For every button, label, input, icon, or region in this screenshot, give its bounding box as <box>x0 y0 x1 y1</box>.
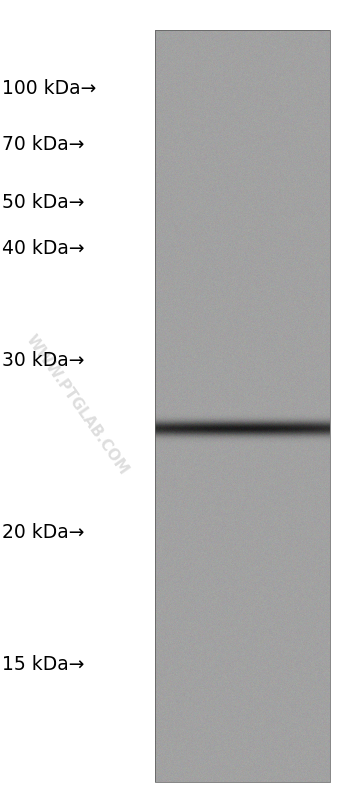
Text: 30 kDa→: 30 kDa→ <box>2 351 85 369</box>
Text: 40 kDa→: 40 kDa→ <box>2 238 85 258</box>
Text: 50 kDa→: 50 kDa→ <box>2 193 85 211</box>
Text: 20 kDa→: 20 kDa→ <box>2 522 85 542</box>
Bar <box>155 30 330 782</box>
Text: 70 kDa→: 70 kDa→ <box>2 135 85 155</box>
Text: WWW.PTGLAB.COM: WWW.PTGLAB.COM <box>23 332 132 478</box>
Text: 100 kDa→: 100 kDa→ <box>2 79 96 97</box>
Text: 15 kDa→: 15 kDa→ <box>2 655 85 675</box>
